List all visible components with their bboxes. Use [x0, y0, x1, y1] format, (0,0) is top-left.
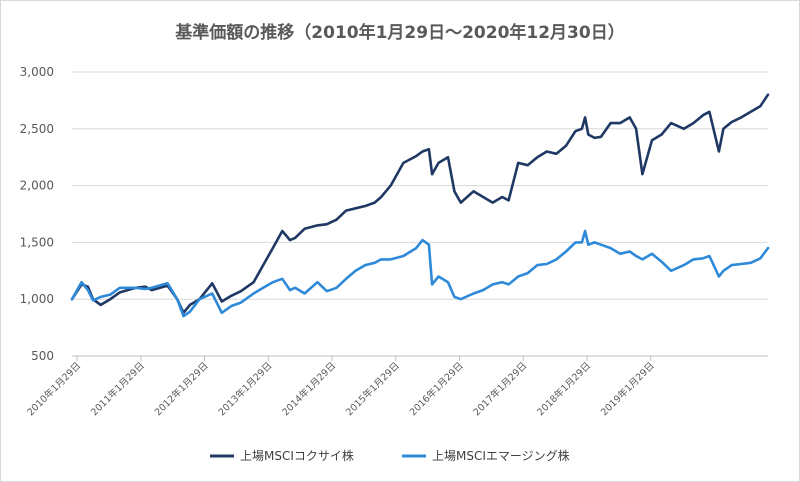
y-tick-label: 500 — [31, 349, 54, 363]
y-axis-tick-labels: 500 1,000 1,500 2,000 2,500 3,000 — [20, 65, 54, 363]
x-axis-tick-labels: 2010年1月29日 2011年1月29日 2012年1月29日 2013年1月29日… — [25, 360, 657, 419]
series-lines — [70, 93, 770, 318]
x-tick-label: 2016年1月29日 — [407, 360, 466, 419]
y-tick-label: 2,000 — [20, 179, 54, 193]
x-tick-label: 2012年1月29日 — [152, 360, 211, 419]
chart-title: 基準価額の推移（2010年1月29日～2020年12月30日） — [174, 22, 624, 43]
legend: 上場MSCIコクサイ株 上場MSCIエマージング株 — [210, 448, 570, 463]
x-tick-label: 2019年1月29日 — [598, 360, 657, 419]
x-tick-label: 2015年1月29日 — [343, 360, 402, 419]
y-tick-label: 2,500 — [20, 122, 54, 136]
series-line-1 — [70, 93, 770, 315]
legend-label-1: 上場MSCIコクサイ株 — [240, 448, 354, 463]
x-tick-label: 2017年1月29日 — [471, 360, 530, 419]
y-tick-label: 3,000 — [20, 65, 54, 79]
series-line-2 — [70, 229, 770, 318]
x-axis — [72, 355, 768, 361]
y-tick-label: 1,000 — [20, 292, 54, 306]
x-tick-label: 2014年1月29日 — [280, 360, 339, 419]
x-tick-label: 2013年1月29日 — [216, 360, 275, 419]
x-tick-label: 2011年1月29日 — [88, 360, 147, 419]
x-tick-label: 2018年1月29日 — [535, 360, 594, 419]
y-tick-label: 1,500 — [20, 235, 54, 249]
x-tick-label: 2010年1月29日 — [25, 360, 84, 419]
legend-label-2: 上場MSCIエマージング株 — [432, 448, 570, 463]
